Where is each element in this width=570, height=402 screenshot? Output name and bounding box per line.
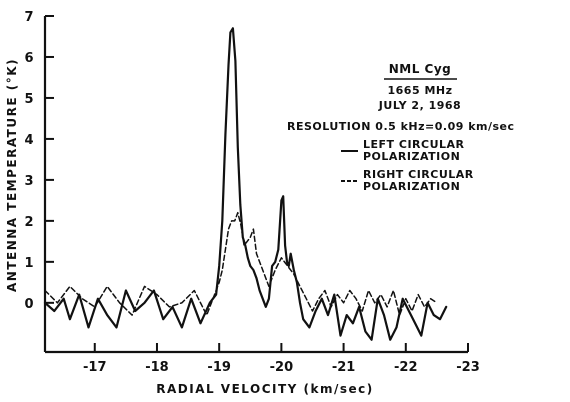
y-tick-label: 6	[24, 51, 33, 66]
y-tick-label: 5	[24, 92, 33, 107]
series-layer	[43, 27, 448, 341]
annotation-line-1: 1665 MHz	[388, 84, 453, 97]
annotation-title: NML Cyg	[389, 62, 452, 76]
series-right-circular-line	[44, 211, 438, 316]
ticks: 0 1 2 3 4 5 6 7 -17 -18 -19 -20 -21 -22 -23	[24, 10, 479, 375]
y-tick-label: 1	[24, 256, 33, 271]
y-tick-label: 0	[24, 297, 33, 312]
y-tick-label: 3	[24, 174, 33, 189]
x-tick-label: -21	[332, 360, 356, 375]
legend: LEFT CIRCULAR POLARIZATION RIGHT CIRCULA…	[341, 138, 474, 193]
x-tick-label: -22	[394, 360, 418, 375]
x-tick-label: -18	[145, 360, 169, 375]
legend-label-left-1: LEFT CIRCULAR	[363, 138, 465, 151]
legend-label-left-2: POLARIZATION	[363, 150, 460, 163]
x-tick-label: -19	[207, 360, 231, 375]
x-axis-title: RADIAL VELOCITY (km/sec)	[156, 382, 374, 396]
legend-label-right-1: RIGHT CIRCULAR	[363, 168, 474, 181]
legend-label-right-2: POLARIZATION	[363, 180, 460, 193]
series-left-circular-line	[43, 27, 448, 341]
axes	[43, 16, 468, 354]
x-tick-label: -23	[456, 360, 480, 375]
y-tick-label: 4	[24, 133, 33, 148]
x-tick-label: -17	[83, 360, 107, 375]
annotation: NML Cyg 1665 MHz JULY 2, 1968 RESOLUTION…	[287, 62, 515, 133]
y-axis-title: ANTENNA TEMPERATURE (°K)	[5, 58, 19, 292]
x-tick-label: -20	[270, 360, 294, 375]
annotation-line-3: RESOLUTION 0.5 kHz=0.09 km/sec	[287, 120, 515, 133]
y-tick-label: 2	[24, 215, 33, 230]
y-tick-label: 7	[24, 10, 33, 25]
annotation-line-2: JULY 2, 1968	[378, 99, 461, 112]
